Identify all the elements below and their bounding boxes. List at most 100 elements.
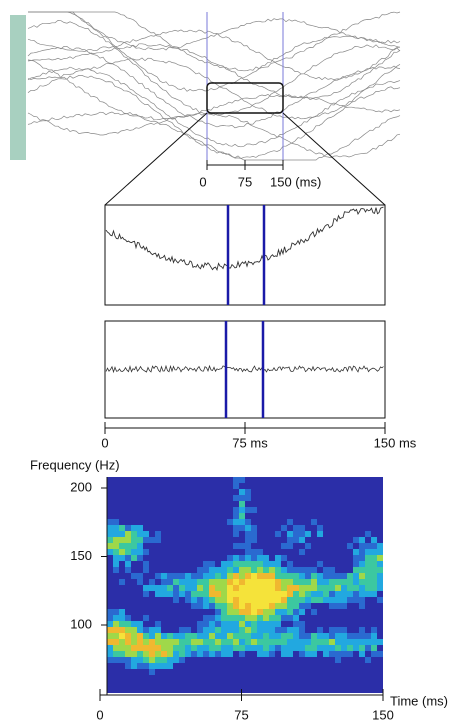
spectrogram-cell <box>371 561 377 567</box>
spectrogram-cell <box>215 609 221 615</box>
spectrogram-cell <box>251 627 257 633</box>
spectrogram-cell <box>227 585 233 591</box>
spectrogram-cell <box>107 525 113 531</box>
spectrogram-cell <box>215 597 221 603</box>
spectrogram-cell <box>227 519 233 525</box>
spectrogram-cell <box>221 645 227 651</box>
spectrogram-cell <box>209 597 215 603</box>
spectrogram-cell <box>311 609 317 615</box>
channel-strip <box>10 15 26 160</box>
spectrogram-cell <box>299 585 305 591</box>
spectrogram-cell <box>161 573 167 579</box>
spectrogram-cell <box>317 531 323 537</box>
time-label: 150 ms <box>374 435 417 450</box>
spectrogram-cell <box>239 615 245 621</box>
spectrogram-cell <box>227 567 233 573</box>
spectrogram-cell <box>263 555 269 561</box>
spectrogram-cell <box>365 561 371 567</box>
spectrogram-cell <box>299 609 305 615</box>
spectrogram-cell <box>107 543 113 549</box>
spectrogram-cell <box>293 573 299 579</box>
spectrogram-cell <box>119 615 125 621</box>
spectrogram-cell <box>149 627 155 633</box>
spectrogram-cell <box>365 633 371 639</box>
spectrogram-cell <box>125 537 131 543</box>
axis-ticks: 200 150 100 0 75 150 <box>70 479 394 722</box>
spectrogram-cell <box>149 663 155 669</box>
spectrogram-cell <box>329 591 335 597</box>
spectrogram-cell <box>173 645 179 651</box>
spectrogram-cell <box>185 627 191 633</box>
spectrogram-cell <box>359 567 365 573</box>
spectrogram-cell <box>203 615 209 621</box>
spectrogram-cell <box>335 591 341 597</box>
spectrogram-cell <box>257 633 263 639</box>
spectrogram-cell <box>245 627 251 633</box>
spectrogram-cell <box>359 561 365 567</box>
spectrogram-cell <box>179 651 185 657</box>
spectrogram-cell <box>113 567 119 573</box>
spectrogram-cell <box>173 591 179 597</box>
spectrogram-cell <box>281 573 287 579</box>
spectrogram-cell <box>299 597 305 603</box>
spectrogram-cell <box>275 597 281 603</box>
time-label: 0 <box>101 435 108 450</box>
spectrogram-cell <box>275 609 281 615</box>
spectrogram-cell <box>179 633 185 639</box>
spectrogram-cell <box>125 627 131 633</box>
spectrogram-cell <box>161 651 167 657</box>
spectrogram-cell <box>179 573 185 579</box>
spectrogram-cell <box>107 615 113 621</box>
spectrogram-cell <box>119 537 125 543</box>
spectrogram-cell <box>293 525 299 531</box>
spectrogram-cell <box>107 657 113 663</box>
spectrogram-cell <box>263 603 269 609</box>
spectrogram-cell <box>119 621 125 627</box>
spectrogram-cell <box>257 573 263 579</box>
spectrogram-cell <box>113 549 119 555</box>
spectrogram-cell <box>257 549 263 555</box>
spectrogram-cell <box>305 633 311 639</box>
spectrogram-cell <box>245 555 251 561</box>
spectrogram-cell <box>245 597 251 603</box>
spectrogram-cell <box>143 633 149 639</box>
spectrogram-cell <box>221 561 227 567</box>
spectrogram-cell <box>347 633 353 639</box>
spectrogram-cell <box>299 627 305 633</box>
spectrogram-cell <box>137 651 143 657</box>
spectrogram-cell <box>215 573 221 579</box>
spectrogram-cell <box>305 585 311 591</box>
spectrogram-cell <box>305 579 311 585</box>
filtered-panel <box>104 320 386 419</box>
spectrogram-cell <box>353 561 359 567</box>
spectrogram-cell <box>293 609 299 615</box>
zoom-line <box>104 112 208 206</box>
spectrogram-cell <box>275 645 281 651</box>
spectrogram-cell <box>239 543 245 549</box>
spectrogram-cell <box>197 603 203 609</box>
spectrogram-cell <box>239 555 245 561</box>
spectrogram-cell <box>287 579 293 585</box>
spectrogram-cell <box>359 627 365 633</box>
spectrogram-cell <box>275 573 281 579</box>
spectrogram-cell <box>239 513 245 519</box>
spectrogram-cell <box>341 603 347 609</box>
spectrogram-cell <box>113 627 119 633</box>
spectrogram-cell <box>143 627 149 633</box>
spectrogram-cell <box>323 639 329 645</box>
spectrogram-cell <box>257 585 263 591</box>
spectrogram-cell <box>173 585 179 591</box>
spectrogram-cell <box>239 573 245 579</box>
spectrogram-cell <box>341 627 347 633</box>
spectrogram-cell <box>329 597 335 603</box>
spectrogram-cell <box>305 531 311 537</box>
spectrogram-cell <box>287 531 293 537</box>
spectrogram-cell <box>377 651 383 657</box>
spectrogram-cell <box>287 627 293 633</box>
spectrogram-cell <box>155 639 161 645</box>
spectrogram-cell <box>365 543 371 549</box>
spectrogram-cell <box>245 591 251 597</box>
spectrogram-cell <box>311 645 317 651</box>
spectrogram-cell <box>209 579 215 585</box>
spectrogram-cell <box>245 543 251 549</box>
